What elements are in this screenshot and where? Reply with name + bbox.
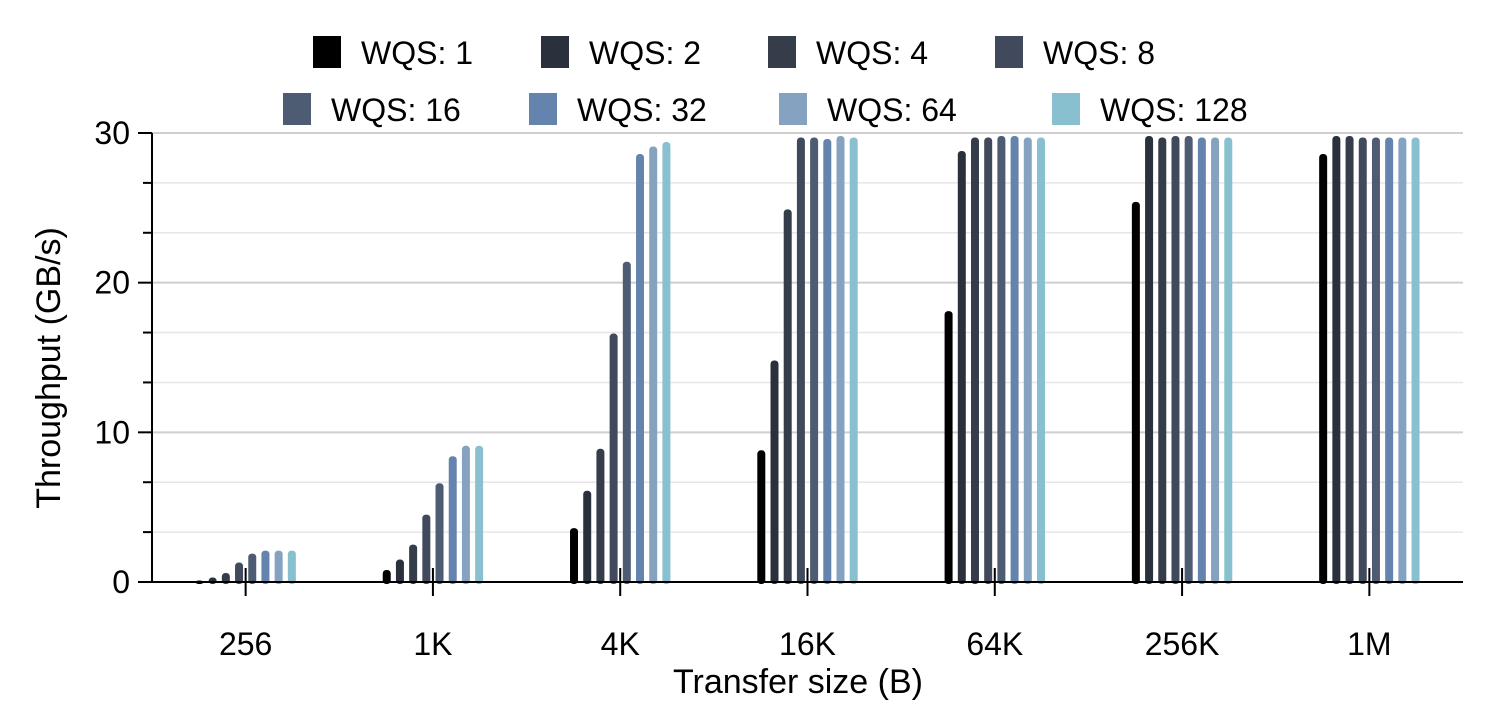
legend-label: WQS: 2 xyxy=(589,35,701,71)
axes-layer: 0 10 20 30 256 1K 4K 16K 64K 256K 1M xyxy=(94,115,1463,662)
bars-layer xyxy=(195,135,1420,585)
legend-swatch xyxy=(1052,93,1080,125)
bar xyxy=(395,559,404,584)
bar xyxy=(823,138,832,584)
bar xyxy=(1385,137,1394,585)
bar xyxy=(1010,135,1019,584)
bar xyxy=(287,550,296,584)
legend-label: WQS: 32 xyxy=(577,92,707,128)
bar xyxy=(662,141,671,585)
y-tick-label: 0 xyxy=(112,564,130,600)
legend-swatch xyxy=(995,36,1023,68)
bar xyxy=(422,514,431,584)
x-tick-label: 1K xyxy=(413,626,452,662)
bar xyxy=(796,137,805,585)
bar xyxy=(208,577,217,584)
legend: WQS: 1 WQS: 2 WQS: 4 WQS: 8 WQS: 16 WQS: 32 WQ… xyxy=(283,35,1248,128)
bar xyxy=(1332,135,1341,584)
legend-swatch xyxy=(529,93,557,125)
bar xyxy=(261,550,270,584)
bar xyxy=(770,360,779,584)
bar xyxy=(1145,135,1154,584)
bar xyxy=(1211,137,1220,585)
bar xyxy=(248,553,257,584)
bar xyxy=(1023,137,1032,585)
bar xyxy=(1224,137,1233,585)
bar xyxy=(235,562,244,584)
bar xyxy=(583,490,592,584)
bar xyxy=(984,137,993,585)
bar xyxy=(1345,135,1354,584)
bar xyxy=(274,550,283,584)
y-tick-label: 30 xyxy=(94,115,130,151)
bar xyxy=(970,137,979,585)
legend-label: WQS: 1 xyxy=(361,35,473,71)
bar xyxy=(1131,201,1140,584)
x-tick-label: 4K xyxy=(601,626,640,662)
bar xyxy=(836,135,845,584)
legend-label: WQS: 64 xyxy=(827,92,957,128)
bar xyxy=(448,456,457,584)
legend-label: WQS: 16 xyxy=(331,92,461,128)
bar xyxy=(475,445,484,584)
bar xyxy=(1319,153,1328,584)
bar xyxy=(997,135,1006,584)
legend-swatch xyxy=(541,36,569,68)
y-tick-label: 10 xyxy=(94,414,130,450)
bar xyxy=(1371,137,1380,585)
bar xyxy=(1158,137,1167,585)
bar xyxy=(783,209,792,584)
legend-swatch xyxy=(313,36,341,68)
bar xyxy=(944,311,953,584)
bar xyxy=(1184,135,1193,584)
bar xyxy=(1398,137,1407,585)
legend-label: WQS: 4 xyxy=(816,35,928,71)
bar xyxy=(1411,137,1420,585)
bar xyxy=(622,261,631,584)
bar xyxy=(1171,135,1180,584)
x-tick-label: 1M xyxy=(1347,626,1391,662)
bar xyxy=(609,333,618,584)
x-tick-label: 64K xyxy=(966,626,1023,662)
bar xyxy=(957,150,966,584)
grid-layer xyxy=(152,132,1463,533)
bar xyxy=(409,544,418,584)
bar xyxy=(435,483,444,584)
x-axis-label: Transfer size (B) xyxy=(673,663,923,701)
bar xyxy=(382,570,391,584)
bar xyxy=(810,137,819,585)
legend-swatch xyxy=(283,93,311,125)
bar xyxy=(1358,137,1367,585)
bar xyxy=(757,450,766,584)
bar xyxy=(1197,137,1206,585)
y-tick-label: 20 xyxy=(94,265,130,301)
x-tick-label: 16K xyxy=(779,626,836,662)
bar xyxy=(461,445,470,584)
legend-label: WQS: 128 xyxy=(1100,92,1248,128)
bar xyxy=(636,153,645,584)
bar xyxy=(649,146,658,584)
bar xyxy=(596,448,605,584)
legend-swatch xyxy=(779,93,807,125)
x-tick-label: 256 xyxy=(219,626,272,662)
y-axis-label: Throughput (GB/s) xyxy=(30,227,68,509)
x-tick-label: 256K xyxy=(1145,626,1220,662)
bar xyxy=(849,137,858,585)
bar xyxy=(1036,137,1045,585)
legend-label: WQS: 8 xyxy=(1043,35,1155,71)
legend-swatch xyxy=(768,36,796,68)
bar xyxy=(570,528,579,584)
